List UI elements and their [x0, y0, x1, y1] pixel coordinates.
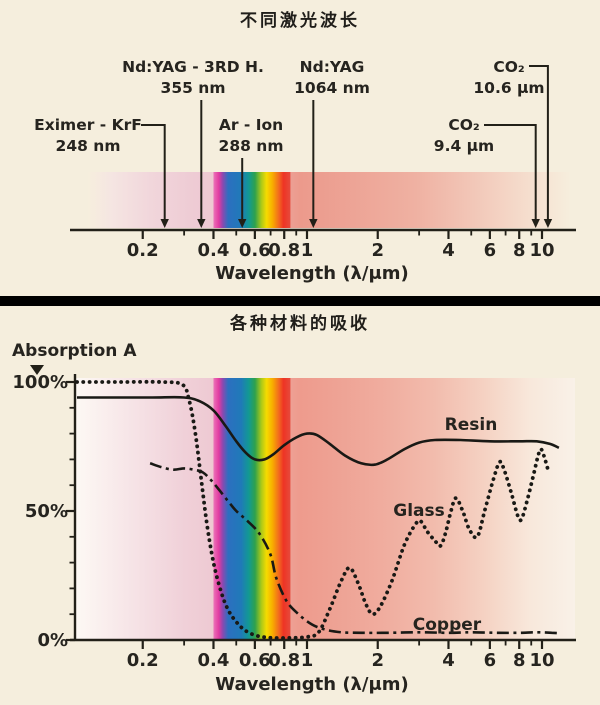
x-tick-label: 4: [442, 240, 455, 261]
x-tick-label: 8: [513, 650, 526, 671]
laser-arrow-icon: [238, 219, 247, 228]
laser-wavelength-label: 1064 nm: [294, 79, 370, 97]
laser-wavelength-label: 288 nm: [219, 137, 284, 155]
x-tick-label: 2: [371, 240, 384, 261]
laser-annotation-nd-yag: Nd:YAG 1064 nm: [294, 58, 370, 228]
laser-annotation-co-: CO₂ 10.6 μm: [473, 58, 553, 228]
series-label-glass: Glass: [393, 501, 445, 521]
panel2-title: 各种材料的吸收: [230, 314, 370, 334]
x-tick-label: 10: [529, 650, 554, 671]
visible-spectrum-band: [213, 378, 291, 640]
laser-annotation-eximer-krf: Eximer - KrF 248 nm: [34, 116, 169, 228]
x-tick-label: 0.2: [127, 650, 159, 671]
x-tick-label: 0.4: [198, 650, 230, 671]
x-tick-label: 1: [301, 240, 314, 261]
x-tick-label: 0.6: [239, 240, 271, 261]
laser-wavelength-chart: 0.2 0.4 0.60.8 1 2 4 6 8 10 Wavelength (λ/μm) Exim…: [34, 58, 576, 284]
x-tick-label: 2: [371, 650, 384, 671]
y-tick-label: 50%: [25, 501, 68, 522]
y-tick-label: 100%: [12, 372, 68, 393]
series-label-copper: Copper: [413, 615, 482, 635]
x-tick-label: 1: [301, 650, 314, 671]
x-tick-label: 4: [442, 650, 455, 671]
series-curve-glass: [75, 379, 550, 640]
laser-annotation-co-: CO₂ 9.4 μm: [434, 116, 540, 228]
x-tick-label: 6: [484, 240, 497, 261]
panel-divider: [0, 296, 600, 306]
x-axis-title: Wavelength (λ/μm): [215, 674, 408, 695]
series-curve-resin: [77, 395, 560, 467]
laser-wavelength-label: 10.6 μm: [473, 79, 544, 97]
laser-arrow-icon: [543, 219, 553, 228]
x-tick-label: 0.2: [127, 240, 159, 261]
laser-wavelength-label: 9.4 μm: [434, 137, 494, 155]
laser-name-label: CO₂: [448, 116, 479, 134]
x-tick-label: 0.6: [239, 650, 271, 671]
x-tick-label: 0.8: [268, 650, 300, 671]
spectrum-band-background: [88, 172, 570, 228]
laser-name-label: Nd:YAG - 3RD H.: [122, 58, 264, 76]
x-tick-label: 10: [529, 240, 554, 261]
laser-annotation-ar-ion: Ar - Ion 288 nm: [219, 116, 284, 228]
laser-name-label: Nd:YAG: [300, 58, 365, 76]
x-tick-label: 6: [484, 650, 497, 671]
laser-annotation-nd-yag-3rd-h-: Nd:YAG - 3RD H. 355 nm: [122, 58, 264, 228]
y-axis-title: Absorption A: [12, 341, 137, 361]
y-tick-label: 0%: [37, 630, 68, 651]
x-tick-label: 0.4: [198, 240, 230, 261]
laser-arrow-icon: [309, 219, 318, 228]
absorption-plot-background: [75, 378, 575, 640]
laser-arrow-icon: [197, 219, 206, 228]
absorption-arrow-icon: [30, 365, 44, 375]
laser-name-label: CO₂: [493, 58, 524, 76]
series-curve-copper: [149, 462, 561, 635]
absorption-chart: 100% 50% 0% 0.2 0.4 0.60.8 1 2 4 6 8 10 Wavelength (…: [12, 341, 576, 695]
panel1-title: 不同激光波长: [240, 11, 360, 31]
laser-wavelength-label: 355 nm: [161, 79, 226, 97]
x-axis-title: Wavelength (λ/μm): [215, 263, 408, 284]
laser-arrow-icon: [160, 219, 169, 228]
laser-arrow-icon: [531, 219, 540, 228]
laser-wavelength-label: 248 nm: [56, 137, 121, 155]
x-tick-label: 0.8: [268, 240, 300, 261]
visible-spectrum-band: [213, 172, 291, 228]
series-label-resin: Resin: [445, 415, 498, 435]
laser-name-label: Ar - Ion: [219, 116, 283, 134]
laser-name-label: Eximer - KrF: [34, 116, 142, 134]
x-tick-label: 8: [513, 240, 526, 261]
